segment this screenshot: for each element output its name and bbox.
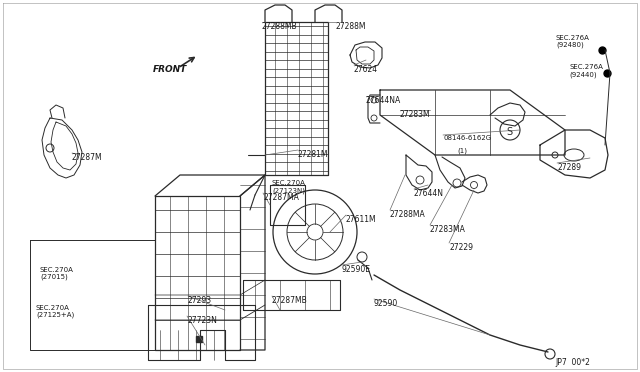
- Text: 27283M: 27283M: [400, 110, 431, 119]
- Text: SEC.276A
(92480): SEC.276A (92480): [556, 35, 590, 48]
- Text: 08146-6162G: 08146-6162G: [443, 135, 491, 141]
- Text: 27293: 27293: [188, 296, 212, 305]
- Text: 27281M: 27281M: [298, 150, 328, 159]
- Text: SEC.270A
(27015): SEC.270A (27015): [40, 267, 74, 280]
- Text: 27287MB: 27287MB: [272, 296, 308, 305]
- Text: 27287MA: 27287MA: [263, 193, 299, 202]
- Text: 27288MA: 27288MA: [390, 210, 426, 219]
- Text: 27229: 27229: [449, 243, 473, 252]
- Text: (1): (1): [457, 148, 467, 154]
- Text: SEC.270A
(27123N): SEC.270A (27123N): [272, 180, 306, 193]
- Bar: [196, 336, 202, 342]
- Text: 27288M: 27288M: [336, 22, 367, 31]
- Text: 27288MB: 27288MB: [262, 22, 298, 31]
- Text: 92590: 92590: [374, 299, 398, 308]
- Text: SEC.276A
(92440): SEC.276A (92440): [569, 64, 603, 77]
- Text: 27644NA: 27644NA: [366, 96, 401, 105]
- Text: S: S: [506, 127, 512, 137]
- Text: 27289: 27289: [557, 163, 581, 172]
- Text: 27723N: 27723N: [187, 316, 217, 325]
- Text: 27644N: 27644N: [414, 189, 444, 198]
- Text: FRONT: FRONT: [153, 65, 188, 74]
- Text: 92590E: 92590E: [342, 265, 371, 274]
- Text: JP7  00*2: JP7 00*2: [555, 358, 590, 367]
- Text: 27287M: 27287M: [72, 153, 102, 162]
- Text: 27624: 27624: [354, 65, 378, 74]
- Text: 27611M: 27611M: [346, 215, 376, 224]
- Text: 27283MA: 27283MA: [430, 225, 466, 234]
- Text: SEC.270A
(27125+A): SEC.270A (27125+A): [36, 305, 74, 318]
